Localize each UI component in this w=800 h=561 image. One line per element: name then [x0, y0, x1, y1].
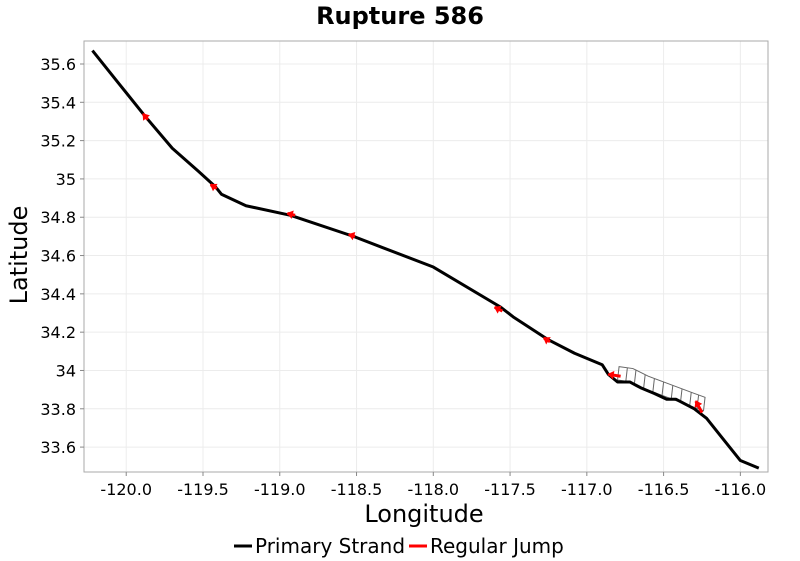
jump-marker: [543, 336, 551, 345]
jump-marker: [348, 231, 356, 241]
y-tick-label: 33.6: [40, 438, 76, 457]
fault-surface-rib: [625, 367, 628, 382]
y-tick-label: 35: [56, 170, 76, 189]
legend-label-regular-jump: Regular Jump: [430, 534, 564, 558]
x-tick-label: -116.0: [715, 480, 767, 499]
x-axis-title: Longitude: [364, 500, 483, 528]
jump-arrowhead: [286, 210, 294, 219]
jump-marker: [694, 400, 704, 414]
x-tick-label: -118.5: [331, 480, 383, 499]
fault-surface: [616, 366, 706, 412]
y-axis: 33.6 33.8 34 34.2 34.4 34.6 34.8 35 35.2 35.4 35.6: [40, 55, 84, 457]
x-tick-label: -119.0: [254, 480, 306, 499]
grid: [84, 41, 768, 472]
y-tick-label: 34.2: [40, 323, 76, 342]
legend-label-primary-strand: Primary Strand: [255, 534, 405, 558]
fault-surface-rib: [652, 378, 655, 392]
jump-marker: [141, 112, 150, 121]
fault-surface-outline: [616, 366, 706, 412]
x-tick-label: -119.5: [177, 480, 229, 499]
fault-surface-rib: [633, 370, 637, 384]
legend: Primary Strand Regular Jump: [234, 534, 564, 558]
chart-title: Rupture 586: [316, 2, 484, 30]
fault-surface-rib: [661, 381, 665, 396]
jump-marker: [607, 370, 621, 380]
jump-marker: [209, 183, 218, 192]
jump-arrowhead: [543, 337, 551, 345]
x-tick-label: -120.0: [100, 480, 152, 499]
jump-arrowhead: [348, 231, 356, 241]
y-tick-label: 34.6: [40, 247, 76, 266]
series-layer: [91, 49, 760, 470]
x-tick-label: -118.0: [408, 480, 460, 499]
y-axis-title: Latitude: [5, 206, 33, 305]
fault-surface-rib: [689, 392, 692, 406]
y-tick-label: 34.4: [40, 285, 76, 304]
fault-surface-rib: [643, 374, 646, 389]
jump-marker: [493, 305, 504, 314]
series-primary-strand: [91, 49, 760, 470]
y-tick-label: 35.4: [40, 93, 76, 112]
x-axis: -120.0 -119.5 -119.0 -118.5 -118.0 -117.5 -117…: [100, 472, 766, 499]
y-tick-label: 34: [56, 361, 76, 380]
y-tick-label: 35.2: [40, 132, 76, 151]
x-tick-label: -117.5: [484, 480, 536, 499]
plot-frame: [83, 40, 769, 473]
jump-arrowhead: [142, 113, 150, 121]
fault-surface-rib: [670, 385, 674, 399]
jump-arrowhead: [209, 183, 218, 192]
jump-marker: [286, 210, 296, 219]
fault-surface-rib: [679, 388, 683, 403]
y-tick-label: 33.8: [40, 400, 76, 419]
y-tick-label: 34.8: [40, 208, 76, 227]
jump-arrowhead: [607, 370, 615, 380]
jump-arrowhead: [694, 400, 703, 408]
jump-arrowhead: [493, 305, 502, 314]
x-tick-label: -116.5: [638, 480, 690, 499]
x-tick-label: -117.0: [561, 480, 613, 499]
y-tick-label: 35.6: [40, 55, 76, 74]
